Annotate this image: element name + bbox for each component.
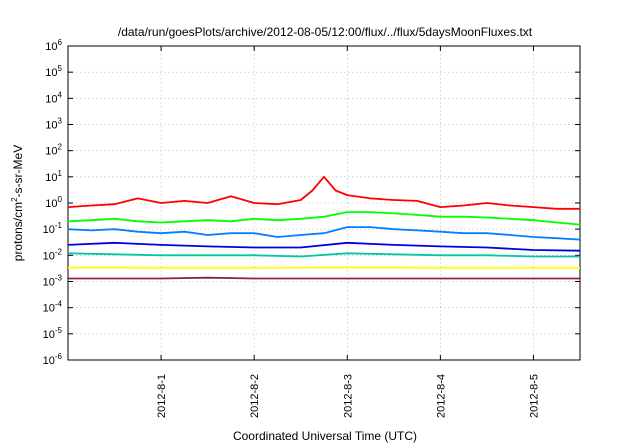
y-tick-label: 106 (45, 38, 62, 53)
series-line-3 (67, 226, 581, 241)
series-group (67, 175, 581, 280)
y-tick-label: 10-4 (43, 300, 63, 315)
x-tick-label: 2012-8-5 (528, 374, 540, 418)
y-axis-label-sup: 2 (10, 197, 19, 202)
y-tick-label: 10-1 (43, 221, 63, 236)
x-axis-label: Coordinated Universal Time (UTC) (233, 429, 417, 443)
y-axis-label-pre: protons/cm (11, 202, 25, 261)
x-axis-ticks: 2012-8-1 2012-8-2 2012-8-3 2012-8-4 2012-8-5 (156, 46, 540, 418)
x-tick-label: 2012-8-1 (156, 374, 168, 418)
y-tick-label: 101 (45, 169, 62, 184)
y-tick-label: 102 (45, 143, 62, 158)
grid (68, 46, 580, 360)
series-line-1 (67, 175, 580, 210)
y-tick-label: 105 (45, 64, 62, 79)
y-tick-label: 103 (45, 117, 62, 132)
x-tick-label: 2012-8-4 (435, 374, 447, 418)
series-line-7 (68, 276, 580, 280)
y-axis-ticks: 10-6 10-5 10-4 10-3 10-2 10-1 100 101 102 103 104 1… (43, 38, 580, 367)
chart-title: /data/run/goesPlots/archive/2012-08-05/1… (118, 25, 533, 39)
series-line-5 (67, 252, 580, 258)
x-tick-label: 2012-8-3 (342, 374, 354, 418)
y-tick-label: 10-5 (43, 326, 63, 341)
y-tick-label: 10-6 (43, 352, 63, 367)
y-tick-label: 10-3 (43, 274, 63, 289)
x-tick-label: 2012-8-2 (249, 374, 261, 418)
y-tick-label: 10-2 (43, 247, 63, 262)
series-line-4 (67, 241, 581, 252)
y-tick-label: 100 (45, 195, 62, 210)
y-axis-label: protons/cm2-s-sr-MeV (10, 145, 25, 261)
y-tick-label: 104 (45, 90, 62, 105)
y-axis-label-post: -s-sr-MeV (11, 145, 25, 198)
series-line-2 (67, 211, 581, 226)
